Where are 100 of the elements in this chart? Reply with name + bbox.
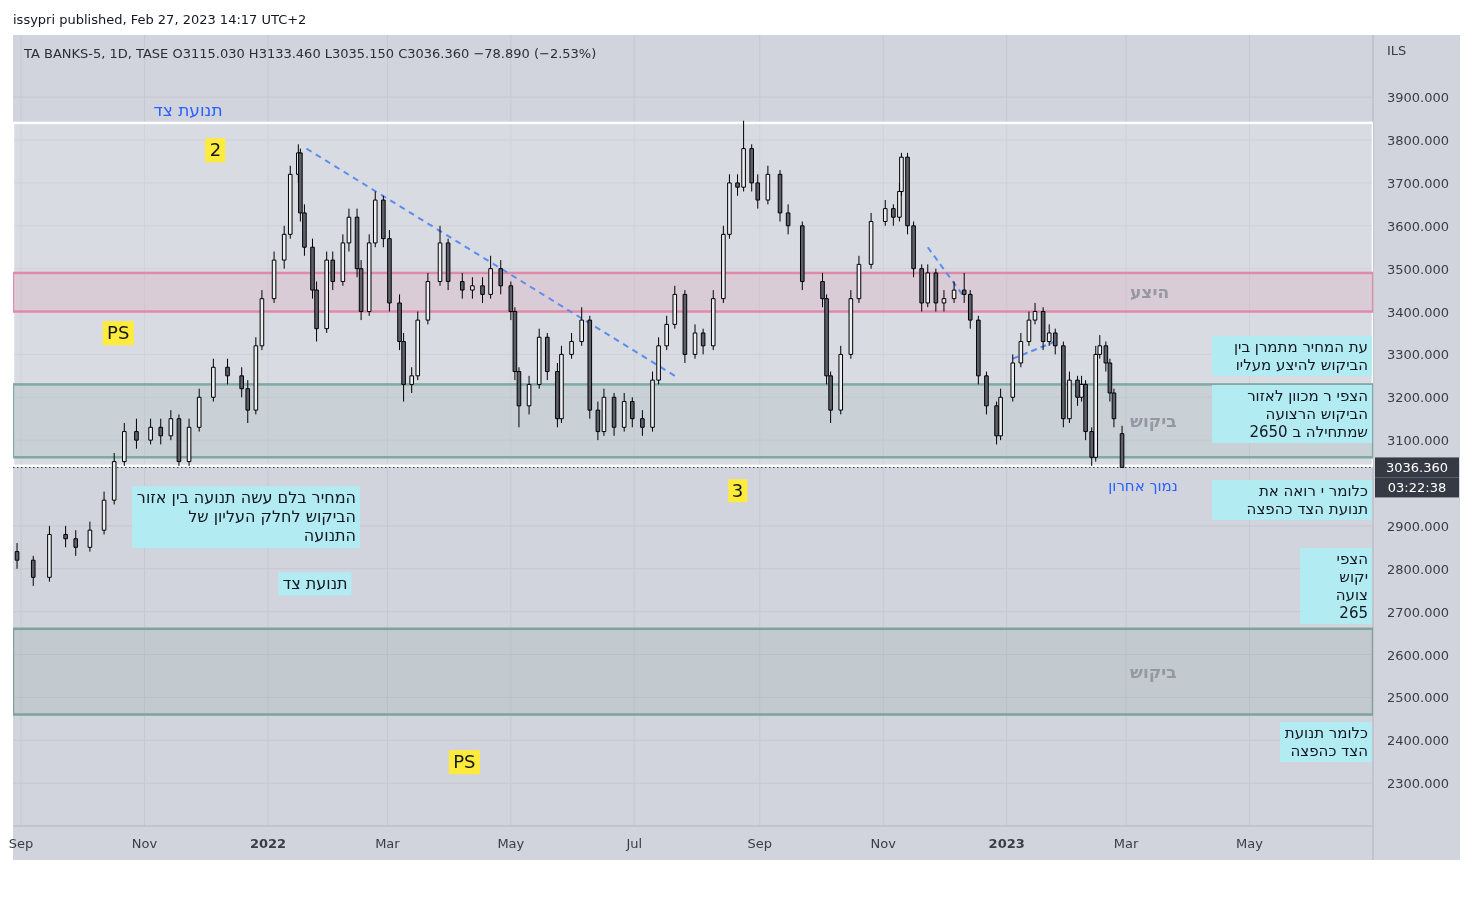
annotation: תנועת צד bbox=[278, 572, 352, 596]
y-tick-label: 2300.000 bbox=[1386, 776, 1450, 792]
candlestick bbox=[526, 375, 532, 415]
text: issypri published, Feb 27, 2023 14:17 UTC+2 bbox=[13, 12, 307, 27]
candlestick bbox=[544, 332, 550, 381]
y-tick-label: 2600.000 bbox=[1386, 647, 1450, 663]
candlestick bbox=[87, 521, 93, 553]
candlestick bbox=[271, 251, 277, 304]
candlestick bbox=[1018, 332, 1024, 368]
y-tick-label: 2500.000 bbox=[1386, 690, 1450, 706]
y-tick-label: 3800.000 bbox=[1386, 133, 1450, 149]
candlestick bbox=[480, 276, 485, 304]
candlestick bbox=[569, 332, 574, 360]
candlestick bbox=[1075, 375, 1080, 407]
y-tick-label: 3600.000 bbox=[1386, 218, 1450, 234]
annotation: הצפי ר מכוון לאזור הביקוש הרצועה שמתחילה ב 2650 bbox=[1212, 385, 1372, 443]
candlestick bbox=[437, 225, 443, 287]
y-tick-label: 3700.000 bbox=[1386, 175, 1450, 191]
candlestick bbox=[710, 289, 716, 351]
candlestick bbox=[882, 199, 888, 227]
x-tick-label: Jul bbox=[625, 836, 643, 851]
x-tick-label: May bbox=[497, 836, 525, 851]
candlestick bbox=[629, 396, 635, 428]
candlestick bbox=[63, 525, 68, 548]
band-label: היצע bbox=[1130, 282, 1170, 303]
x-tick-label: Nov bbox=[131, 836, 158, 851]
candlestick bbox=[425, 272, 431, 325]
candlestick bbox=[1010, 353, 1016, 403]
candlestick bbox=[459, 272, 465, 300]
x-tick-label: Sep bbox=[747, 836, 773, 851]
candlestick bbox=[536, 328, 542, 390]
y-tick-label: 3400.000 bbox=[1386, 304, 1450, 320]
candlestick bbox=[951, 281, 957, 304]
annotation: PS bbox=[103, 321, 134, 345]
x-tick-label: 2022 bbox=[249, 836, 287, 851]
annotation: המחיר בלם עשה תנועה בין אזור הביקוש לחלק העליון של התנועה bbox=[132, 486, 360, 548]
candlestick bbox=[168, 409, 174, 441]
y-tick-label: 3900.000 bbox=[1386, 90, 1450, 106]
candlestick bbox=[976, 315, 981, 385]
candlestick bbox=[799, 221, 805, 291]
candlestick bbox=[225, 358, 230, 385]
text: TA BANKS-5, 1D, TASE O3115.030 H3133.460 L3035.150 C3036.360 −78.890 (−2.53%) bbox=[23, 46, 597, 61]
candlestick bbox=[838, 345, 844, 415]
annotation: תנועת צד bbox=[153, 99, 223, 121]
y-tick-label: 3200.000 bbox=[1386, 390, 1450, 406]
candlestick bbox=[559, 345, 564, 424]
candlestick bbox=[122, 422, 127, 467]
x-tick-label: May bbox=[1236, 836, 1264, 851]
y-tick-label: 3500.000 bbox=[1386, 261, 1450, 277]
candlestick bbox=[941, 289, 947, 313]
annotation: הצפי יקוש צועה 265 bbox=[1300, 548, 1372, 624]
text: 03:22:38 bbox=[1387, 480, 1447, 496]
candlestick bbox=[176, 413, 182, 467]
y-axis-title: ILS bbox=[1387, 43, 1407, 58]
candlestick bbox=[998, 388, 1003, 441]
candlestick bbox=[672, 285, 678, 330]
candlestick bbox=[848, 289, 854, 360]
candlestick bbox=[158, 418, 164, 445]
y-tick-label: 3300.000 bbox=[1386, 347, 1450, 363]
candlestick bbox=[621, 392, 627, 433]
candlestick bbox=[186, 418, 192, 467]
candlestick bbox=[445, 238, 451, 291]
candlestick bbox=[101, 491, 107, 535]
annotation: עת המחיר מתמרן בין הביקוש להיצע מעליו bbox=[1212, 336, 1372, 376]
y-tick-label: 2400.000 bbox=[1386, 733, 1450, 749]
candlestick bbox=[14, 542, 20, 570]
candlestick bbox=[664, 315, 669, 351]
candlestick bbox=[30, 555, 36, 587]
y-tick-label: 2800.000 bbox=[1386, 561, 1450, 577]
annotation: נמוך אחרון bbox=[1108, 477, 1178, 495]
candlestick bbox=[700, 328, 706, 355]
y-tick-label: 2900.000 bbox=[1386, 518, 1450, 534]
annotation: 3 bbox=[727, 478, 748, 503]
candlestick bbox=[134, 418, 139, 450]
candlestick bbox=[785, 203, 791, 235]
x-tick-label: Nov bbox=[870, 836, 897, 851]
candlestick bbox=[1026, 311, 1032, 347]
candlestick bbox=[640, 409, 645, 437]
candlestick bbox=[692, 323, 698, 360]
candlestick bbox=[611, 392, 617, 437]
candlestick bbox=[346, 208, 352, 253]
candlestick bbox=[868, 212, 874, 270]
candlestick bbox=[211, 358, 216, 403]
candlestick bbox=[579, 306, 584, 347]
x-tick-label: Sep bbox=[8, 836, 34, 851]
candlestick bbox=[498, 259, 504, 295]
candlestick bbox=[765, 165, 771, 205]
ref-line-label: 3036.360 bbox=[1385, 460, 1449, 476]
y-tick-label: 3100.000 bbox=[1386, 433, 1450, 449]
annotation: כלומר י רואה את תנועת הצד כהפצה bbox=[1212, 480, 1372, 520]
candlestick bbox=[73, 529, 79, 557]
candlestick bbox=[1119, 425, 1125, 469]
candlestick bbox=[111, 452, 117, 505]
candlestick bbox=[340, 233, 346, 287]
x-tick-label: Mar bbox=[1113, 836, 1140, 851]
candlestick bbox=[984, 371, 989, 415]
candlestick bbox=[196, 388, 202, 433]
annotation: 2 bbox=[205, 138, 226, 163]
candlestick bbox=[777, 169, 783, 222]
candlestick bbox=[856, 255, 862, 304]
